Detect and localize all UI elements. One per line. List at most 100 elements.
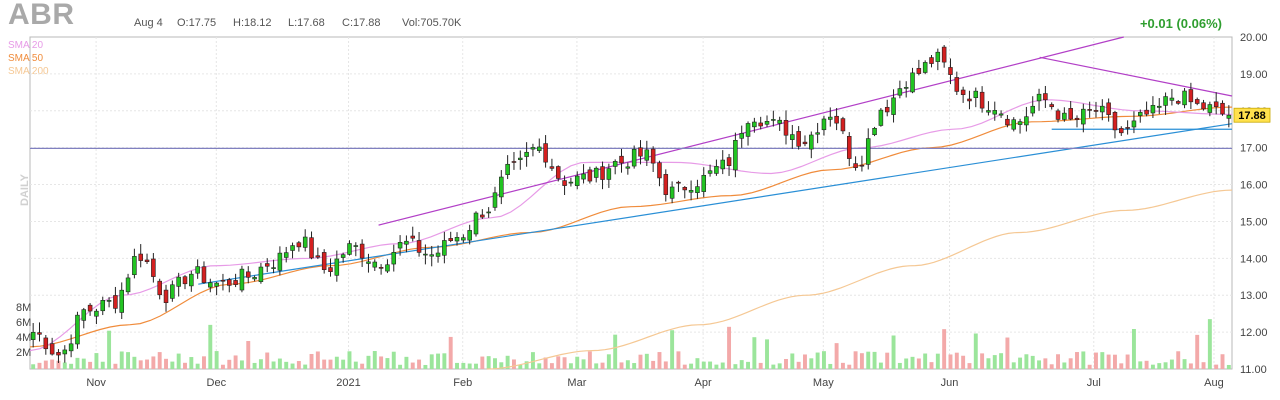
candle-body [296,242,302,248]
candle-body [701,175,707,192]
candle-body [1049,104,1054,108]
x-tick-label: Aug [1204,377,1224,389]
candle-body [1194,99,1200,104]
volume-bar [499,362,504,369]
candle-body [878,109,884,126]
candle-body [442,240,447,256]
sma20-line [29,99,1233,352]
volume-bar [493,358,497,369]
candle-body [986,110,991,113]
volume-bar [417,359,422,369]
candle-body [1081,108,1086,125]
candle-body [922,62,928,73]
legend-sma50: SMA 50 [8,53,44,64]
volume-bar [613,334,618,369]
volume-bar [195,363,200,369]
candle-body [214,282,219,287]
candle-body [916,68,922,74]
candle-body [998,113,1004,116]
candle-body [771,119,776,121]
volume-bar [189,357,194,369]
sma200-line [486,189,1233,370]
candle-body [1112,111,1118,131]
volume-bar [1075,352,1079,369]
candle-body [302,236,308,248]
volume-bar [1201,362,1206,369]
candle-body [492,192,498,208]
candle-body [391,251,397,265]
candle-body [935,51,941,62]
volume-bar [897,362,902,369]
volume-bar [771,364,776,369]
candle-body [903,87,909,89]
volume-bar [474,363,478,369]
volume-bar [1150,364,1155,369]
x-tick-label: May [813,377,834,389]
candle-body [745,123,751,137]
volume-bar [568,363,573,369]
volume-bar [436,353,441,369]
volume-bar [929,362,934,369]
trendline-support-channel [198,123,1233,285]
volume-bar [277,358,282,369]
candle-body [454,237,460,242]
candle-body [1163,96,1168,106]
candle-body [283,252,289,258]
volume-bar [872,351,877,369]
volume-bar [385,358,390,369]
volume-bar [594,363,599,369]
candle-body [979,91,985,109]
candle-body [125,277,131,293]
volume-bar [258,359,263,369]
volume-bar [322,359,327,369]
x-tick-label: Mar [567,377,586,389]
quote-volume: Vol:705.70K [402,17,462,29]
candle-body [461,237,466,241]
candle-body [75,314,80,345]
volume-bar [923,353,928,369]
volume-bar [1214,364,1219,369]
volume-tick-label: 2M [16,347,31,359]
price-change: +0.01 (0.06%) [1139,16,1222,31]
y-tick-label: 16.00 [1240,180,1268,192]
legend-sma20: SMA 20 [8,40,44,51]
candle-body [277,252,283,271]
volume-bar [676,351,681,369]
volume-bar [657,352,662,369]
volume-bar [81,358,86,369]
y-tick-label: 15.00 [1240,216,1268,228]
quote-close: C:17.88 [342,17,381,29]
candle-body [119,289,124,313]
volume-bar [227,359,232,369]
y-tick-label: 19.00 [1240,69,1268,81]
candle-body [315,255,321,258]
volume-bar [682,364,687,369]
volume-bar [1005,337,1010,369]
candle-body [796,131,801,147]
candle-body [543,143,548,163]
volume-bar [315,351,320,369]
candle-body [473,212,479,235]
y-tick-label: 11.00 [1240,364,1267,376]
volume-bar [398,364,403,369]
volume-bar [372,351,377,369]
volume-bar [1113,354,1117,369]
volume-bar [859,353,864,369]
volume-bar [220,364,225,369]
volume-bar [126,352,131,369]
volume-bar [625,360,630,369]
volume-bar [1144,360,1149,369]
volume-bar [935,353,940,369]
candle-body [334,258,340,276]
volume-bar [183,362,187,369]
candle-body [695,186,700,193]
volume-bar [480,356,485,369]
candle-body [606,168,612,180]
candle-body [1068,108,1073,120]
volume-bar [1018,357,1023,369]
volume-bar [1169,359,1174,369]
candle-body [176,276,181,287]
candle-body [1074,117,1080,120]
candle-body [132,256,137,276]
